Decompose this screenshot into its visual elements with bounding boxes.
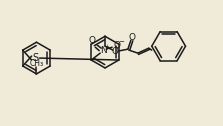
Text: O: O — [128, 33, 135, 42]
Text: O: O — [114, 41, 121, 50]
Text: O: O — [112, 47, 118, 56]
Text: S: S — [33, 53, 39, 63]
Text: +: + — [105, 44, 109, 49]
Text: N: N — [100, 46, 107, 55]
Text: O: O — [89, 36, 96, 45]
Text: −: − — [118, 39, 124, 45]
Text: CH₃: CH₃ — [29, 59, 43, 69]
